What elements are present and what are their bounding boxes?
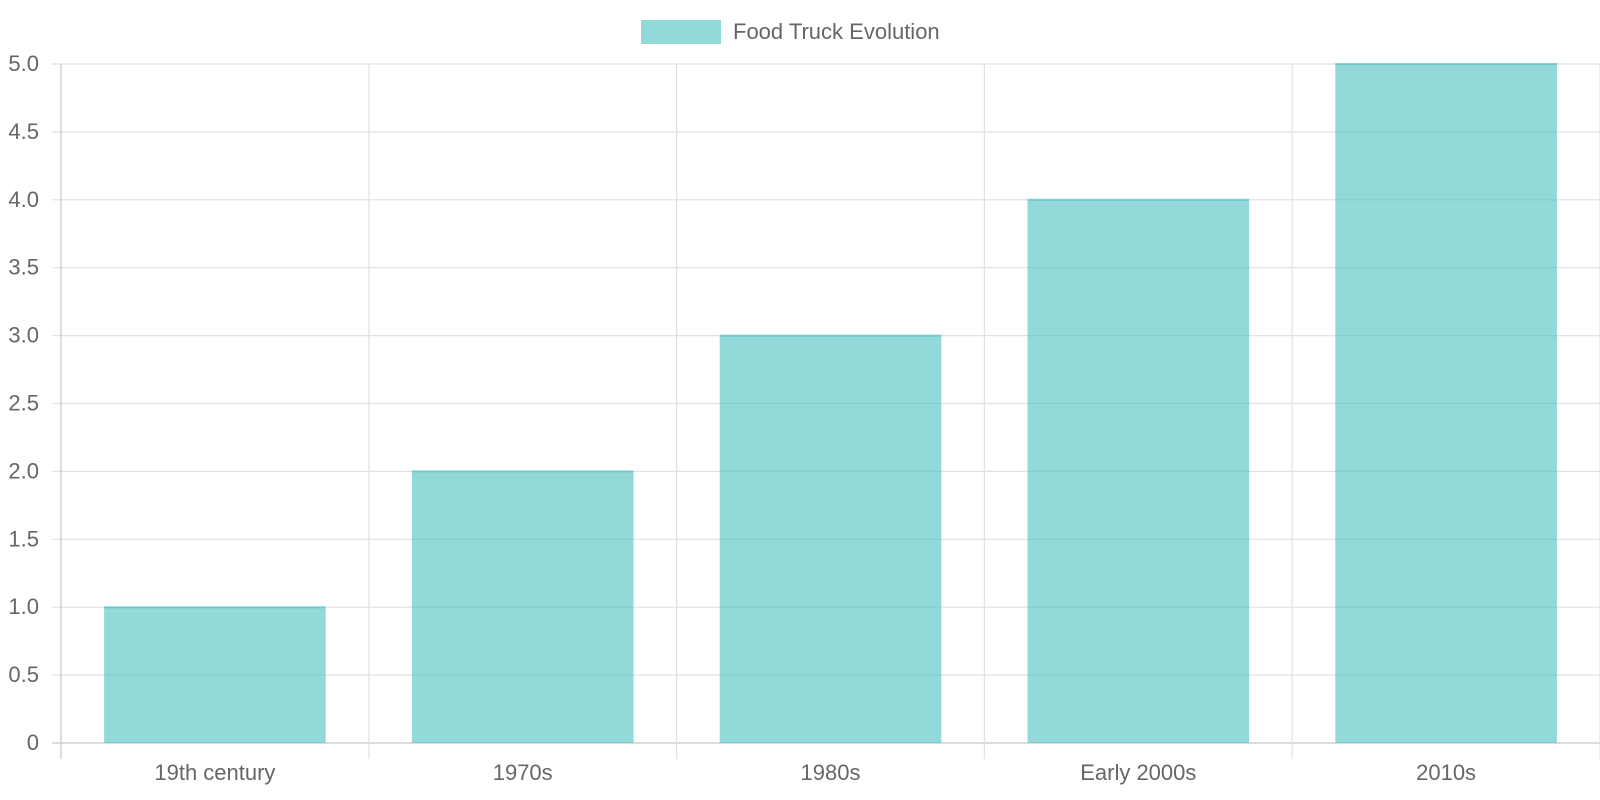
- bar[interactable]: [104, 607, 326, 743]
- y-tick-label: 2.0: [8, 458, 39, 483]
- bar[interactable]: [411, 471, 634, 743]
- y-tick-label: 0: [27, 730, 39, 755]
- bar[interactable]: [1335, 64, 1557, 743]
- y-tick-label: 5.0: [8, 51, 39, 76]
- bar[interactable]: [719, 335, 942, 743]
- axes: 0 0.5 1.0 1.5 2.0 2.5 3.0 3.5 4.0 4.5 5.0 19th cent…: [8, 51, 1476, 785]
- x-tick-label: 19th century: [154, 760, 275, 785]
- y-tick-label: 3.0: [8, 323, 39, 348]
- x-tick-label: Early 2000s: [1080, 760, 1196, 785]
- y-tick-label: 4.0: [8, 187, 39, 212]
- y-tick-label: 1.5: [8, 526, 39, 551]
- legend[interactable]: Food Truck Evolution: [641, 19, 940, 44]
- y-tick-label: 4.5: [8, 119, 39, 144]
- y-tick-label: 2.5: [8, 391, 39, 416]
- bars: [104, 63, 1557, 744]
- bar[interactable]: [1027, 199, 1250, 744]
- x-tick-label: 1980s: [801, 760, 861, 785]
- x-tick-label: 1970s: [493, 760, 553, 785]
- legend-swatch[interactable]: [641, 20, 721, 44]
- y-tick-label: 3.5: [8, 255, 39, 280]
- x-tick-label: 2010s: [1416, 760, 1476, 785]
- y-tick-label: 1.0: [8, 594, 39, 619]
- legend-label[interactable]: Food Truck Evolution: [733, 19, 940, 44]
- y-tick-label: 0.5: [8, 662, 39, 687]
